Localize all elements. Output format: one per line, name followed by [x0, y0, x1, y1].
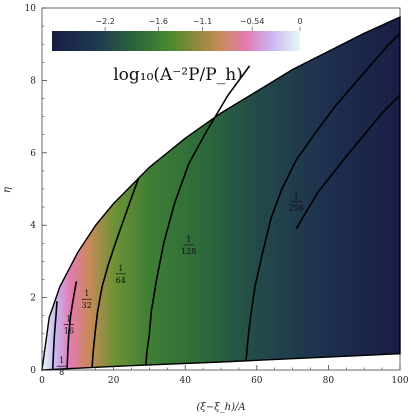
y-tick-label: 6	[30, 149, 36, 159]
y-axis-ticks: 0 2 4 6 8 10	[25, 4, 47, 376]
y-axis-label: η	[2, 187, 13, 193]
y-tick-label: 4	[30, 221, 36, 231]
colorbar-bar	[52, 31, 300, 51]
x-tick-label: 100	[391, 376, 408, 386]
contour-label-denominator: 256	[289, 203, 304, 212]
colorbar-tick-label: 0	[297, 17, 302, 26]
colorbar-tick-label: −1.1	[193, 17, 212, 26]
contour-label-denominator: 128	[181, 247, 196, 256]
contour-label-numerator: 1	[118, 264, 123, 273]
x-axis-label: (ξ−ξ_h)/A	[196, 402, 245, 413]
contour-label-numerator: 1	[294, 191, 299, 200]
x-tick-label: 40	[179, 376, 191, 386]
colorbar-tick-label: −0.54	[240, 17, 265, 26]
contour-label: 116	[64, 315, 74, 336]
contour-label: 18	[56, 356, 67, 377]
x-axis-ticks: 0 20 40 60 80 100	[39, 365, 409, 386]
domain-outline	[41, 16, 401, 371]
contour-label-numerator: 1	[186, 235, 191, 244]
x-tick-label: 80	[323, 376, 335, 386]
colorbar-tick-label: −2.2	[95, 17, 114, 26]
y-tick-label: 2	[30, 294, 36, 304]
y-tick-label: 0	[30, 366, 36, 376]
contour-label: 164	[116, 264, 126, 285]
contour-label-denominator: 16	[64, 327, 74, 336]
contour-line	[245, 32, 401, 361]
domain-region	[42, 17, 400, 370]
colorbar-tick-label: −1.6	[149, 17, 168, 26]
contour-line	[145, 65, 251, 366]
y-tick-label: 10	[25, 4, 37, 14]
x-tick-label: 0	[39, 376, 45, 386]
colorbar: −2.2 −1.6 −1.1 −0.54 0 log₁₀(A⁻²P/P_h)	[52, 17, 303, 85]
contour-label: 132	[82, 289, 92, 310]
contour-label-denominator: 8	[59, 368, 64, 377]
contour-label-denominator: 32	[82, 301, 92, 310]
contour-label-numerator: 1	[59, 356, 64, 365]
contour-line	[51, 301, 58, 371]
contour-label-numerator: 1	[66, 315, 71, 324]
colorbar-title: log₁₀(A⁻²P/P_h)	[113, 65, 243, 85]
contour-label-numerator: 1	[84, 289, 89, 298]
x-tick-label: 20	[108, 376, 120, 386]
contour-line	[295, 94, 401, 230]
x-tick-label: 60	[251, 376, 263, 386]
contour-label-denominator: 64	[116, 276, 126, 285]
y-tick-label: 8	[30, 76, 36, 86]
contour-line	[91, 177, 140, 368]
colorbar-ticks: −2.2 −1.6 −1.1 −0.54 0	[95, 17, 303, 31]
heatmap-field	[42, 17, 400, 370]
